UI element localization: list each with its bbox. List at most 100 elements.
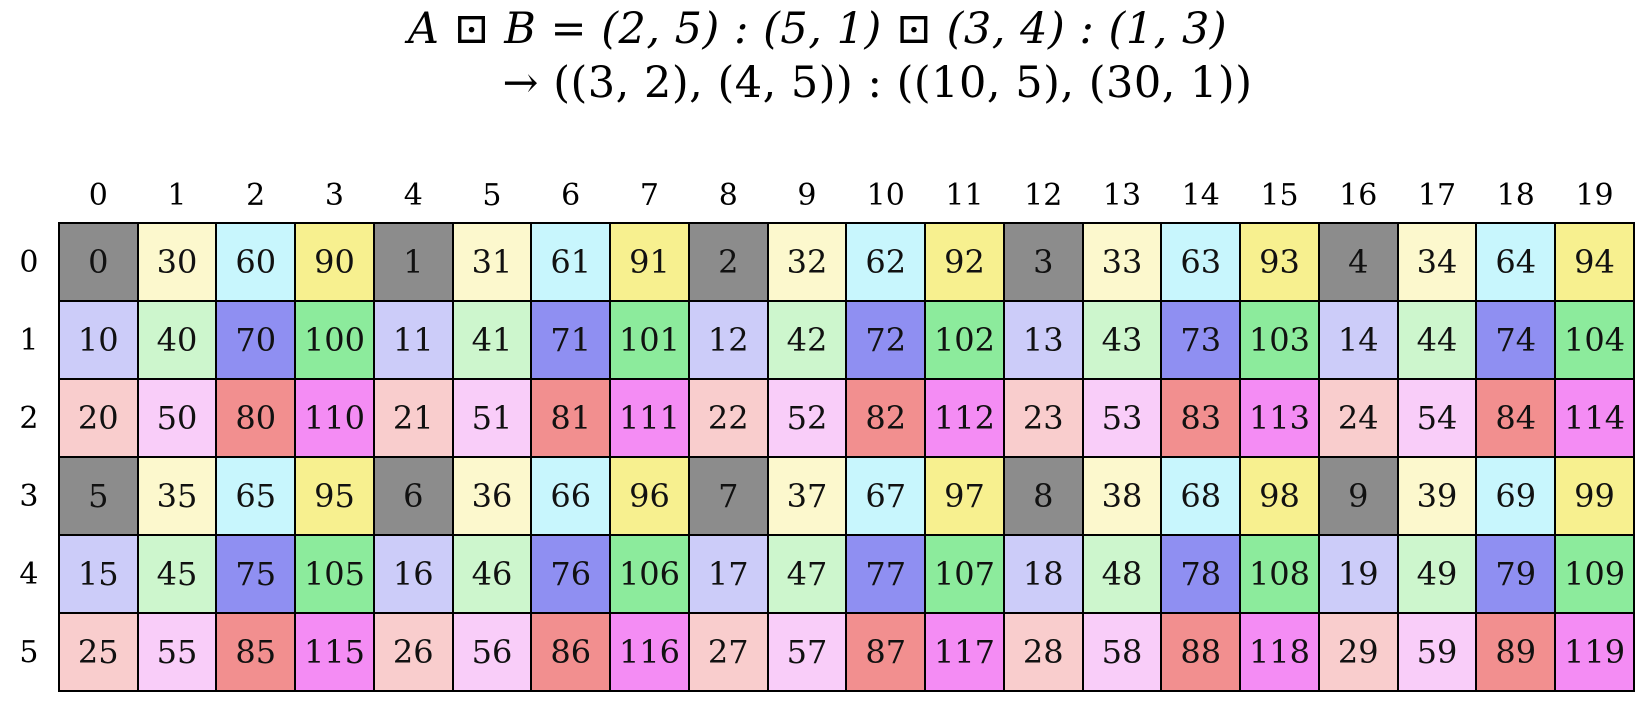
matrix-cell: 51	[451, 378, 533, 458]
matrix-cell: 44	[1396, 300, 1478, 380]
matrix-cell: 100	[294, 300, 375, 380]
matrix-cell: 33	[1081, 222, 1163, 302]
matrix-cell: 4	[1317, 222, 1399, 302]
matrix-cell: 111	[609, 378, 690, 458]
matrix-cell: 79	[1475, 534, 1557, 614]
column-header: 11	[925, 168, 1004, 223]
matrix-cell: 0	[57, 222, 139, 302]
matrix-cell: 103	[1239, 300, 1320, 380]
matrix-cell: 102	[924, 300, 1005, 380]
matrix-cell: 54	[1396, 378, 1478, 458]
matrix-cell: 89	[1475, 612, 1557, 692]
matrix-cell: 85	[215, 612, 297, 692]
column-header: 8	[688, 168, 768, 223]
matrix-cell: 41	[451, 300, 533, 380]
matrix-cell: 8	[1002, 456, 1084, 536]
matrix-cell: 23	[1002, 378, 1084, 458]
matrix-cell: 70	[215, 300, 297, 380]
matrix-cell: 47	[766, 534, 848, 614]
matrix-row: 2 20 50 80 110 21 51 81 111 22 52 82 112 23 53 83 113 24 5…	[0, 378, 1635, 458]
matrix-cell: 57	[766, 612, 848, 692]
matrix-cell: 9	[1317, 456, 1399, 536]
matrix-cell: 5	[57, 456, 139, 536]
matrix-cell: 35	[136, 456, 218, 536]
matrix-cell: 60	[215, 222, 297, 302]
column-header: 2	[216, 168, 296, 223]
matrix-cell: 106	[609, 534, 690, 614]
matrix-cell: 84	[1475, 378, 1557, 458]
matrix-cell: 95	[294, 456, 375, 536]
row-header: 3	[0, 457, 59, 535]
grid-corner	[0, 168, 59, 223]
column-header: 13	[1082, 168, 1162, 223]
matrix-cell: 74	[1475, 300, 1557, 380]
matrix-cell: 94	[1554, 222, 1635, 302]
matrix-cell: 77	[845, 534, 927, 614]
matrix-cell: 37	[766, 456, 848, 536]
formula-title: A ⊡ B = (2, 5) : (5, 1) ⊡ (3, 4) : (1, 3…	[0, 2, 1635, 110]
matrix-cell: 43	[1081, 300, 1163, 380]
matrix-cell: 113	[1239, 378, 1320, 458]
matrix-cell: 24	[1317, 378, 1399, 458]
matrix-cell: 99	[1554, 456, 1635, 536]
matrix-cell: 42	[766, 300, 848, 380]
matrix-cell: 88	[1160, 612, 1242, 692]
matrix-cell: 52	[766, 378, 848, 458]
matrix-cell: 36	[451, 456, 533, 536]
matrix-cell: 27	[687, 612, 769, 692]
row-header: 4	[0, 535, 59, 613]
matrix-cell: 15	[57, 534, 139, 614]
matrix-row: 5 25 55 85 115 26 56 86 116 27 57 87 117 28 58 88 118 29 5…	[0, 612, 1635, 692]
matrix-cell: 64	[1475, 222, 1557, 302]
matrix-cell: 91	[609, 222, 690, 302]
matrix-cell: 68	[1160, 456, 1242, 536]
matrix-cell: 62	[845, 222, 927, 302]
matrix-cell: 13	[1002, 300, 1084, 380]
matrix-cell: 67	[845, 456, 927, 536]
matrix-cell: 53	[1081, 378, 1163, 458]
column-header: 16	[1318, 168, 1398, 223]
column-header-row: 0 1 2 3 4 5 6 7 8 9 10 11 12 13 14 15 16 17 18 19	[0, 168, 1634, 223]
matrix-cell: 101	[609, 300, 690, 380]
matrix-cell: 69	[1475, 456, 1557, 536]
matrix-row: 1 10 40 70 100 11 41 71 101 12 42 72 102 13 43 73 103 14 4…	[0, 300, 1635, 380]
matrix-cell: 56	[451, 612, 533, 692]
matrix-cell: 14	[1317, 300, 1399, 380]
column-header: 15	[1240, 168, 1319, 223]
matrix-cell: 48	[1081, 534, 1163, 614]
row-header: 2	[0, 379, 59, 457]
row-header: 0	[0, 223, 59, 301]
matrix-row: 3 5 35 65 95 6 36 66 96 7 37 67 97 8 38 68 98 9 39 69 99	[0, 456, 1635, 536]
column-header: 7	[610, 168, 689, 223]
column-header: 18	[1476, 168, 1556, 223]
matrix-cell: 30	[136, 222, 218, 302]
matrix-cell: 96	[609, 456, 690, 536]
matrix-cell: 107	[924, 534, 1005, 614]
column-header: 5	[452, 168, 532, 223]
matrix-cell: 59	[1396, 612, 1478, 692]
matrix-cell: 17	[687, 534, 769, 614]
matrix-cell: 1	[372, 222, 454, 302]
matrix-cell: 115	[294, 612, 375, 692]
matrix-cell: 104	[1554, 300, 1635, 380]
matrix-cell: 117	[924, 612, 1005, 692]
matrix-cell: 46	[451, 534, 533, 614]
matrix-cell: 81	[530, 378, 612, 458]
matrix-cell: 45	[136, 534, 218, 614]
column-header: 17	[1397, 168, 1477, 223]
matrix-cell: 7	[687, 456, 769, 536]
matrix-body: 0 0 30 60 90 1 31 61 91 2 32 62 92 3 33 63 93 4 34 64 94 1 10 4…	[0, 222, 1635, 692]
matrix-cell: 49	[1396, 534, 1478, 614]
matrix-cell: 114	[1554, 378, 1635, 458]
column-header: 12	[1003, 168, 1083, 223]
matrix-cell: 80	[215, 378, 297, 458]
matrix-cell: 32	[766, 222, 848, 302]
matrix-header-row-group: 0 1 2 3 4 5 6 7 8 9 10 11 12 13 14 15 16 17 18 19	[0, 168, 1634, 223]
matrix-cell: 97	[924, 456, 1005, 536]
matrix-grid-container: 0 1 2 3 4 5 6 7 8 9 10 11 12 13 14 15 16 17 18 19 0 0 30 60 90 1…	[0, 168, 1635, 692]
row-header: 1	[0, 301, 59, 379]
matrix-cell: 105	[294, 534, 375, 614]
matrix-cell: 34	[1396, 222, 1478, 302]
matrix-cell: 75	[215, 534, 297, 614]
matrix-cell: 2	[687, 222, 769, 302]
